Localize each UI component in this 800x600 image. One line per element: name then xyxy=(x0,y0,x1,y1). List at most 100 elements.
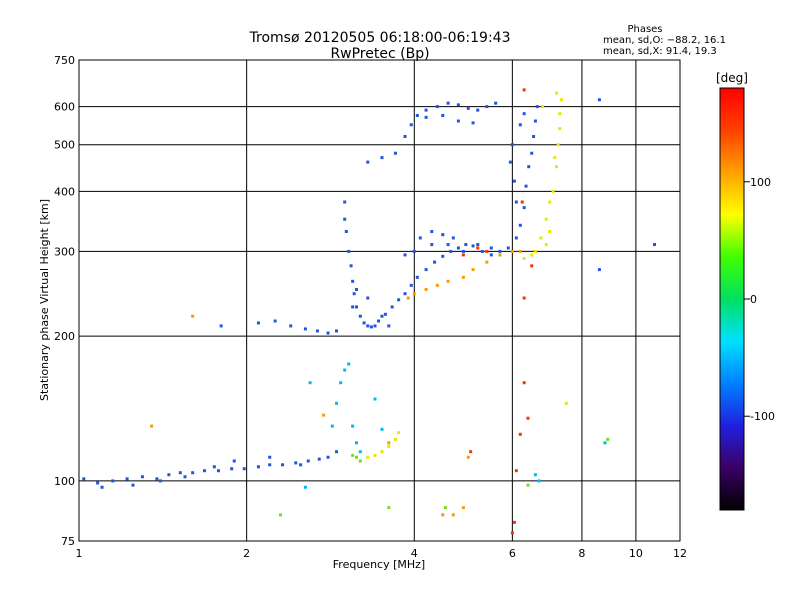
data-point xyxy=(466,106,470,110)
data-point xyxy=(520,200,524,204)
data-point xyxy=(256,321,260,325)
data-point xyxy=(554,165,558,169)
data-point xyxy=(330,424,334,428)
data-point xyxy=(96,481,100,485)
data-point xyxy=(380,314,384,318)
y-tick-label: 200 xyxy=(54,330,75,343)
colorbar-tick-label: 0 xyxy=(750,293,757,306)
data-point xyxy=(471,268,475,272)
data-point xyxy=(289,324,293,328)
data-point xyxy=(140,475,144,479)
data-point xyxy=(532,135,536,139)
data-point xyxy=(306,459,310,463)
data-point xyxy=(489,253,493,257)
data-point xyxy=(397,298,401,302)
data-point xyxy=(471,244,475,248)
data-point xyxy=(167,473,171,477)
data-point xyxy=(335,329,339,333)
data-point xyxy=(533,473,537,477)
data-point xyxy=(366,455,370,459)
data-point xyxy=(412,292,416,296)
x-tick-label: 12 xyxy=(673,547,687,560)
data-point xyxy=(326,455,330,459)
y-tick-label: 500 xyxy=(54,139,75,152)
data-point xyxy=(256,465,260,469)
data-point xyxy=(522,296,526,300)
y-tick-label: 400 xyxy=(54,185,75,198)
data-point xyxy=(352,292,356,296)
data-point xyxy=(514,236,518,240)
data-point xyxy=(539,236,543,240)
data-point xyxy=(362,321,366,325)
data-point xyxy=(409,123,413,127)
data-point xyxy=(512,179,516,183)
data-point xyxy=(230,467,234,471)
data-point xyxy=(415,114,419,118)
data-point xyxy=(508,160,512,164)
data-point xyxy=(461,275,465,279)
data-point xyxy=(406,296,410,300)
data-point xyxy=(273,319,277,323)
data-point xyxy=(403,292,407,296)
data-point xyxy=(344,229,348,233)
x-tick-label: 4 xyxy=(411,547,418,560)
x-tick-label: 1 xyxy=(76,547,83,560)
data-point xyxy=(433,260,437,264)
colorbar-gradient xyxy=(719,87,745,511)
data-point xyxy=(653,243,657,247)
data-point xyxy=(335,401,339,405)
data-point xyxy=(518,249,522,253)
data-point xyxy=(347,249,351,253)
phases-title: Phases xyxy=(627,24,662,35)
colorbar: [deg] 100 0 -100 xyxy=(716,71,775,511)
data-point xyxy=(441,254,445,258)
data-point xyxy=(597,98,601,102)
y-tick-label: 100 xyxy=(54,475,75,488)
data-point xyxy=(242,467,246,471)
data-point xyxy=(526,483,530,487)
data-point xyxy=(518,223,522,227)
data-point xyxy=(351,305,355,309)
data-point xyxy=(533,119,537,123)
data-point xyxy=(424,268,428,272)
data-point xyxy=(530,264,534,268)
data-point xyxy=(443,506,447,510)
data-point xyxy=(461,506,465,510)
x-axis-ticks: 1 2 4 6 8 10 12 xyxy=(76,547,688,560)
data-point xyxy=(294,461,298,465)
data-point xyxy=(219,324,223,328)
data-point xyxy=(343,200,347,204)
data-point xyxy=(518,123,522,127)
data-point xyxy=(551,189,555,193)
data-point xyxy=(476,108,480,112)
data-point xyxy=(355,305,359,309)
data-point xyxy=(326,331,330,335)
data-point xyxy=(485,249,489,253)
data-point xyxy=(125,477,129,481)
data-point xyxy=(506,246,510,250)
data-point xyxy=(522,256,526,260)
phases-x-line: mean, sd,X: 91.4, 19.3 xyxy=(603,46,717,57)
data-point xyxy=(415,275,419,279)
data-point xyxy=(512,520,516,524)
data-point xyxy=(366,160,370,164)
data-point xyxy=(430,229,434,233)
data-point xyxy=(541,105,545,109)
data-point xyxy=(446,279,450,283)
data-point xyxy=(369,325,373,329)
data-point xyxy=(403,135,407,139)
data-point xyxy=(358,314,362,318)
data-point xyxy=(476,243,480,247)
data-point xyxy=(456,246,460,250)
data-point xyxy=(339,381,343,385)
data-point xyxy=(150,424,154,428)
data-point xyxy=(464,243,468,247)
data-point xyxy=(451,513,455,517)
x-axis-label: Frequency [MHz] xyxy=(333,558,425,571)
data-point xyxy=(597,268,601,272)
x-tick-label: 6 xyxy=(509,547,516,560)
data-point xyxy=(191,314,195,318)
data-point xyxy=(111,479,115,483)
data-point xyxy=(522,88,526,92)
